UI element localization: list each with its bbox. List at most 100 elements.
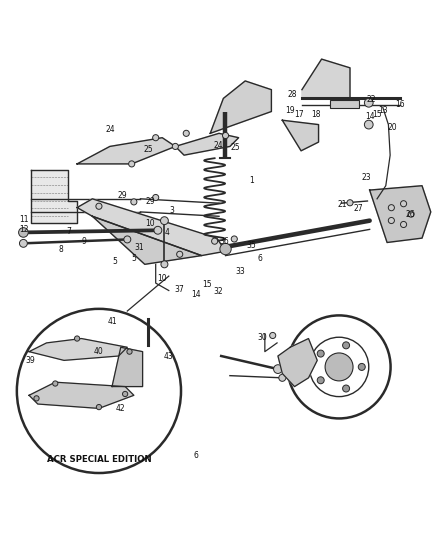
Circle shape [358, 364, 365, 370]
Text: 29: 29 [117, 191, 127, 200]
Polygon shape [278, 338, 317, 386]
Circle shape [325, 353, 353, 381]
Circle shape [19, 239, 27, 247]
Circle shape [317, 377, 324, 384]
Circle shape [347, 200, 353, 206]
Text: 25: 25 [144, 145, 153, 154]
Text: 6: 6 [257, 254, 262, 263]
Text: 20: 20 [388, 123, 398, 132]
Circle shape [389, 217, 395, 223]
Text: 32: 32 [213, 287, 223, 296]
Circle shape [223, 133, 229, 139]
Text: 4: 4 [164, 228, 169, 237]
Polygon shape [31, 171, 77, 223]
Text: 10: 10 [146, 219, 155, 228]
Text: 24: 24 [106, 125, 116, 134]
Text: 40: 40 [94, 347, 104, 356]
Text: 5: 5 [113, 257, 117, 266]
Circle shape [183, 130, 189, 136]
Text: 3: 3 [170, 206, 175, 215]
Text: 14: 14 [191, 290, 201, 300]
Text: 13: 13 [378, 106, 388, 115]
Polygon shape [175, 133, 239, 155]
Circle shape [212, 238, 218, 244]
Circle shape [408, 211, 414, 217]
Text: 43: 43 [164, 351, 173, 360]
Polygon shape [210, 81, 272, 133]
Polygon shape [302, 59, 350, 99]
Circle shape [343, 342, 350, 349]
Circle shape [74, 336, 80, 341]
Text: 5: 5 [131, 254, 136, 263]
Text: 21: 21 [338, 199, 347, 208]
Circle shape [317, 350, 324, 357]
Circle shape [231, 236, 237, 242]
Circle shape [18, 228, 28, 237]
Circle shape [279, 374, 286, 381]
Circle shape [152, 135, 159, 141]
Text: 8: 8 [59, 245, 64, 254]
Circle shape [274, 365, 283, 374]
Text: 10: 10 [157, 274, 167, 283]
Circle shape [34, 395, 39, 401]
Text: 22: 22 [366, 95, 376, 104]
Bar [330, 100, 359, 108]
Circle shape [160, 217, 168, 224]
Circle shape [400, 200, 406, 207]
Text: 25: 25 [231, 143, 240, 152]
Text: 9: 9 [81, 237, 86, 246]
Circle shape [124, 236, 131, 243]
Circle shape [129, 161, 135, 167]
Text: 19: 19 [285, 106, 295, 115]
Polygon shape [29, 338, 127, 360]
Circle shape [343, 385, 350, 392]
Text: 18: 18 [311, 110, 321, 119]
Circle shape [17, 309, 181, 473]
Circle shape [223, 246, 229, 252]
Text: 6: 6 [194, 450, 199, 459]
Polygon shape [283, 120, 318, 151]
Text: 1: 1 [249, 175, 254, 184]
Text: 42: 42 [116, 404, 126, 413]
Circle shape [220, 244, 231, 255]
Text: 16: 16 [396, 100, 405, 109]
Circle shape [127, 349, 132, 354]
Circle shape [177, 251, 183, 257]
Text: 12: 12 [19, 225, 28, 234]
Text: 30: 30 [257, 333, 267, 342]
Polygon shape [92, 216, 201, 264]
Text: 14: 14 [365, 112, 374, 121]
Text: 41: 41 [107, 317, 117, 326]
Circle shape [96, 405, 102, 410]
Text: 29: 29 [146, 197, 155, 206]
Text: 35: 35 [246, 241, 256, 250]
Text: 17: 17 [294, 110, 304, 119]
Text: 24: 24 [213, 141, 223, 150]
Polygon shape [77, 199, 226, 256]
Text: 33: 33 [235, 267, 245, 276]
Text: 15: 15 [372, 110, 382, 119]
Circle shape [389, 205, 395, 211]
Text: 39: 39 [25, 356, 35, 365]
Text: 11: 11 [19, 215, 28, 224]
Circle shape [152, 195, 159, 200]
Polygon shape [112, 348, 143, 386]
Circle shape [131, 199, 137, 205]
Text: 28: 28 [288, 91, 297, 100]
Circle shape [161, 261, 168, 268]
Circle shape [364, 120, 373, 129]
Text: 27: 27 [353, 204, 363, 213]
Circle shape [123, 391, 128, 397]
Circle shape [364, 99, 373, 107]
Text: 31: 31 [135, 243, 145, 252]
Circle shape [154, 227, 162, 234]
Circle shape [96, 203, 102, 209]
Circle shape [172, 143, 178, 149]
Circle shape [400, 221, 406, 228]
Circle shape [53, 381, 58, 386]
Text: 15: 15 [202, 280, 212, 289]
Polygon shape [370, 185, 431, 243]
Text: ACR SPECIAL EDITION: ACR SPECIAL EDITION [46, 455, 151, 464]
Polygon shape [29, 382, 134, 408]
Text: 37: 37 [174, 285, 184, 294]
